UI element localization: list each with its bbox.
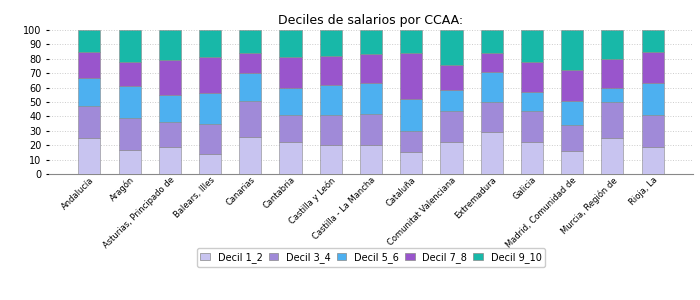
Bar [78, 106, 100, 138]
Bar [279, 142, 302, 174]
Bar [279, 57, 302, 88]
Bar [78, 52, 100, 77]
Bar [481, 53, 503, 72]
Bar [239, 73, 261, 101]
Bar [239, 53, 261, 73]
Bar [521, 62, 543, 92]
Bar [481, 72, 503, 102]
Bar [199, 124, 221, 154]
Bar [642, 83, 664, 115]
Bar [118, 62, 141, 86]
Bar [400, 152, 422, 174]
Bar [561, 70, 583, 100]
Bar [360, 30, 382, 55]
Bar [239, 100, 261, 136]
Bar [400, 30, 422, 53]
Bar [440, 111, 463, 142]
Bar [601, 102, 624, 138]
Bar [601, 138, 624, 174]
Bar [400, 53, 422, 99]
Bar [199, 57, 221, 93]
Bar [78, 77, 100, 106]
Bar [320, 115, 342, 145]
Title: Deciles de salarios por CCAA:: Deciles de salarios por CCAA: [279, 14, 463, 27]
Bar [642, 30, 664, 52]
Bar [239, 136, 261, 174]
Bar [561, 151, 583, 174]
Bar [78, 138, 100, 174]
Bar [199, 93, 221, 124]
Bar [118, 86, 141, 118]
Bar [360, 145, 382, 174]
Bar [440, 64, 463, 91]
Bar [561, 100, 583, 125]
Bar [440, 30, 463, 64]
Bar [521, 142, 543, 174]
Bar [159, 95, 181, 122]
Bar [320, 85, 342, 115]
Bar [601, 88, 624, 102]
Bar [159, 122, 181, 147]
Bar [481, 30, 503, 53]
Bar [400, 99, 422, 131]
Bar [320, 145, 342, 174]
Bar [360, 55, 382, 83]
Bar [360, 113, 382, 145]
Bar [159, 147, 181, 174]
Bar [521, 92, 543, 111]
Bar [159, 30, 181, 60]
Bar [199, 30, 221, 57]
Bar [642, 147, 664, 174]
Bar [239, 30, 261, 53]
Bar [400, 131, 422, 152]
Bar [561, 125, 583, 151]
Bar [118, 30, 141, 62]
Bar [642, 52, 664, 83]
Bar [601, 59, 624, 88]
Bar [118, 118, 141, 149]
Bar [279, 88, 302, 115]
Bar [440, 91, 463, 111]
Bar [159, 60, 181, 95]
Bar [279, 115, 302, 142]
Bar [199, 154, 221, 174]
Bar [481, 132, 503, 174]
Bar [279, 30, 302, 57]
Bar [561, 30, 583, 70]
Bar [440, 142, 463, 174]
Bar [521, 30, 543, 62]
Bar [601, 30, 624, 59]
Legend: Decil 1_2, Decil 3_4, Decil 5_6, Decil 7_8, Decil 9_10: Decil 1_2, Decil 3_4, Decil 5_6, Decil 7… [197, 248, 545, 267]
Bar [481, 102, 503, 132]
Bar [642, 115, 664, 147]
Bar [360, 83, 382, 113]
Bar [78, 30, 100, 52]
Bar [320, 56, 342, 85]
Bar [118, 149, 141, 174]
Bar [320, 30, 342, 56]
Bar [521, 111, 543, 142]
